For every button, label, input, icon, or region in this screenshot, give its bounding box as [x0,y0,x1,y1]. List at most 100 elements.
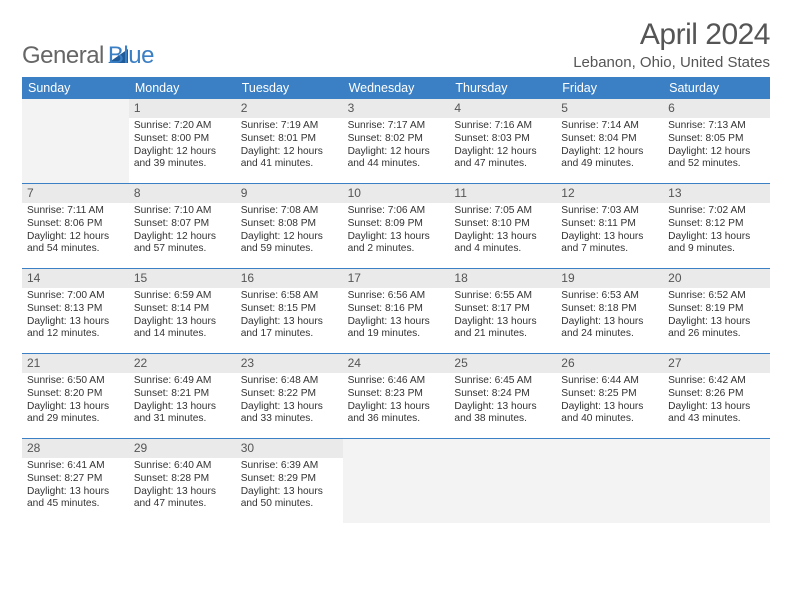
day-cell: 13Sunrise: 7:02 AMSunset: 8:12 PMDayligh… [663,184,770,268]
daylight-line2: and 17 minutes. [241,328,338,341]
sunrise-line: Sunrise: 6:46 AM [348,375,445,388]
header: General Blue April 2024 Lebanon, Ohio, U… [22,18,770,71]
day-number: 13 [663,184,770,203]
daylight-line2: and 7 minutes. [561,243,658,256]
sunrise-line: Sunrise: 7:19 AM [241,120,338,133]
sunrise-line: Sunrise: 7:08 AM [241,205,338,218]
daylight-line2: and 50 minutes. [241,498,338,511]
day-cell: 29Sunrise: 6:40 AMSunset: 8:28 PMDayligh… [129,439,236,523]
daylight-line2: and 57 minutes. [134,243,231,256]
sunrise-line: Sunrise: 7:00 AM [27,290,124,303]
daylight-line1: Daylight: 13 hours [561,401,658,414]
day-header-row: Sunday Monday Tuesday Wednesday Thursday… [22,77,770,99]
logo-text-blue: Blue [108,42,154,70]
weeks-container: 1Sunrise: 7:20 AMSunset: 8:00 PMDaylight… [22,99,770,523]
daylight-line1: Daylight: 12 hours [668,146,765,159]
day-number: 9 [236,184,343,203]
sunrise-line: Sunrise: 7:05 AM [454,205,551,218]
day-number: 1 [129,99,236,118]
sunrise-line: Sunrise: 6:48 AM [241,375,338,388]
sunrise-line: Sunrise: 7:17 AM [348,120,445,133]
daylight-line2: and 59 minutes. [241,243,338,256]
sunset-line: Sunset: 8:28 PM [134,473,231,486]
daylight-line1: Daylight: 13 hours [27,316,124,329]
day-number: 27 [663,354,770,373]
sunset-line: Sunset: 8:02 PM [348,133,445,146]
daylight-line2: and 4 minutes. [454,243,551,256]
sunrise-line: Sunrise: 7:06 AM [348,205,445,218]
sunrise-line: Sunrise: 6:58 AM [241,290,338,303]
day-cell: 25Sunrise: 6:45 AMSunset: 8:24 PMDayligh… [449,354,556,438]
day-cell: 16Sunrise: 6:58 AMSunset: 8:15 PMDayligh… [236,269,343,353]
title-block: April 2024 Lebanon, Ohio, United States [573,18,770,71]
sunrise-line: Sunrise: 7:03 AM [561,205,658,218]
day-cell: 24Sunrise: 6:46 AMSunset: 8:23 PMDayligh… [343,354,450,438]
sunset-line: Sunset: 8:07 PM [134,218,231,231]
day-header-sat: Saturday [663,77,770,99]
daylight-line2: and 33 minutes. [241,413,338,426]
sunrise-line: Sunrise: 6:49 AM [134,375,231,388]
day-number: 10 [343,184,450,203]
day-number: 30 [236,439,343,458]
sunrise-line: Sunrise: 7:14 AM [561,120,658,133]
daylight-line1: Daylight: 13 hours [27,401,124,414]
daylight-line1: Daylight: 13 hours [668,401,765,414]
daylight-line2: and 36 minutes. [348,413,445,426]
daylight-line1: Daylight: 13 hours [668,316,765,329]
sunset-line: Sunset: 8:08 PM [241,218,338,231]
sunset-line: Sunset: 8:03 PM [454,133,551,146]
daylight-line1: Daylight: 12 hours [27,231,124,244]
daylight-line1: Daylight: 12 hours [348,146,445,159]
day-cell: 5Sunrise: 7:14 AMSunset: 8:04 PMDaylight… [556,99,663,183]
daylight-line1: Daylight: 13 hours [561,316,658,329]
daylight-line1: Daylight: 13 hours [454,231,551,244]
sunset-line: Sunset: 8:05 PM [668,133,765,146]
daylight-line2: and 54 minutes. [27,243,124,256]
daylight-line2: and 45 minutes. [27,498,124,511]
sunset-line: Sunset: 8:17 PM [454,303,551,316]
daylight-line1: Daylight: 13 hours [134,316,231,329]
daylight-line1: Daylight: 13 hours [561,231,658,244]
day-cell: 26Sunrise: 6:44 AMSunset: 8:25 PMDayligh… [556,354,663,438]
day-cell: 22Sunrise: 6:49 AMSunset: 8:21 PMDayligh… [129,354,236,438]
day-number: 11 [449,184,556,203]
day-cell [663,439,770,523]
sunset-line: Sunset: 8:22 PM [241,388,338,401]
daylight-line2: and 43 minutes. [668,413,765,426]
daylight-line2: and 26 minutes. [668,328,765,341]
day-cell: 9 Sunrise: 7:08 AMSunset: 8:08 PMDaylight… [236,184,343,268]
day-header-mon: Monday [129,77,236,99]
day-cell: 11 Sunrise: 7:05 AMSunset: 8:10 PMDayligh… [449,184,556,268]
sunset-line: Sunset: 8:20 PM [27,388,124,401]
sunset-line: Sunset: 8:29 PM [241,473,338,486]
day-cell: 6Sunrise: 7:13 AMSunset: 8:05 PMDaylight… [663,99,770,183]
daylight-line1: Daylight: 12 hours [561,146,658,159]
daylight-line1: Daylight: 13 hours [134,486,231,499]
sunrise-line: Sunrise: 7:10 AM [134,205,231,218]
daylight-line2: and 38 minutes. [454,413,551,426]
daylight-line1: Daylight: 13 hours [454,316,551,329]
sunset-line: Sunset: 8:27 PM [27,473,124,486]
day-cell [22,99,129,183]
daylight-line2: and 39 minutes. [134,158,231,171]
day-number: 22 [129,354,236,373]
sunrise-line: Sunrise: 7:20 AM [134,120,231,133]
daylight-line1: Daylight: 13 hours [241,401,338,414]
day-number: 28 [22,439,129,458]
day-number: 5 [556,99,663,118]
day-number: 14 [22,269,129,288]
sunrise-line: Sunrise: 6:55 AM [454,290,551,303]
sunset-line: Sunset: 8:23 PM [348,388,445,401]
daylight-line1: Daylight: 12 hours [134,231,231,244]
day-cell: 2Sunrise: 7:19 AMSunset: 8:01 PMDaylight… [236,99,343,183]
daylight-line2: and 29 minutes. [27,413,124,426]
sunset-line: Sunset: 8:10 PM [454,218,551,231]
calendar: Sunday Monday Tuesday Wednesday Thursday… [22,77,770,523]
daylight-line2: and 47 minutes. [454,158,551,171]
daylight-line1: Daylight: 13 hours [348,231,445,244]
sunset-line: Sunset: 8:09 PM [348,218,445,231]
daylight-line2: and 31 minutes. [134,413,231,426]
daylight-line1: Daylight: 12 hours [241,231,338,244]
daylight-line1: Daylight: 12 hours [241,146,338,159]
sunrise-line: Sunrise: 6:56 AM [348,290,445,303]
